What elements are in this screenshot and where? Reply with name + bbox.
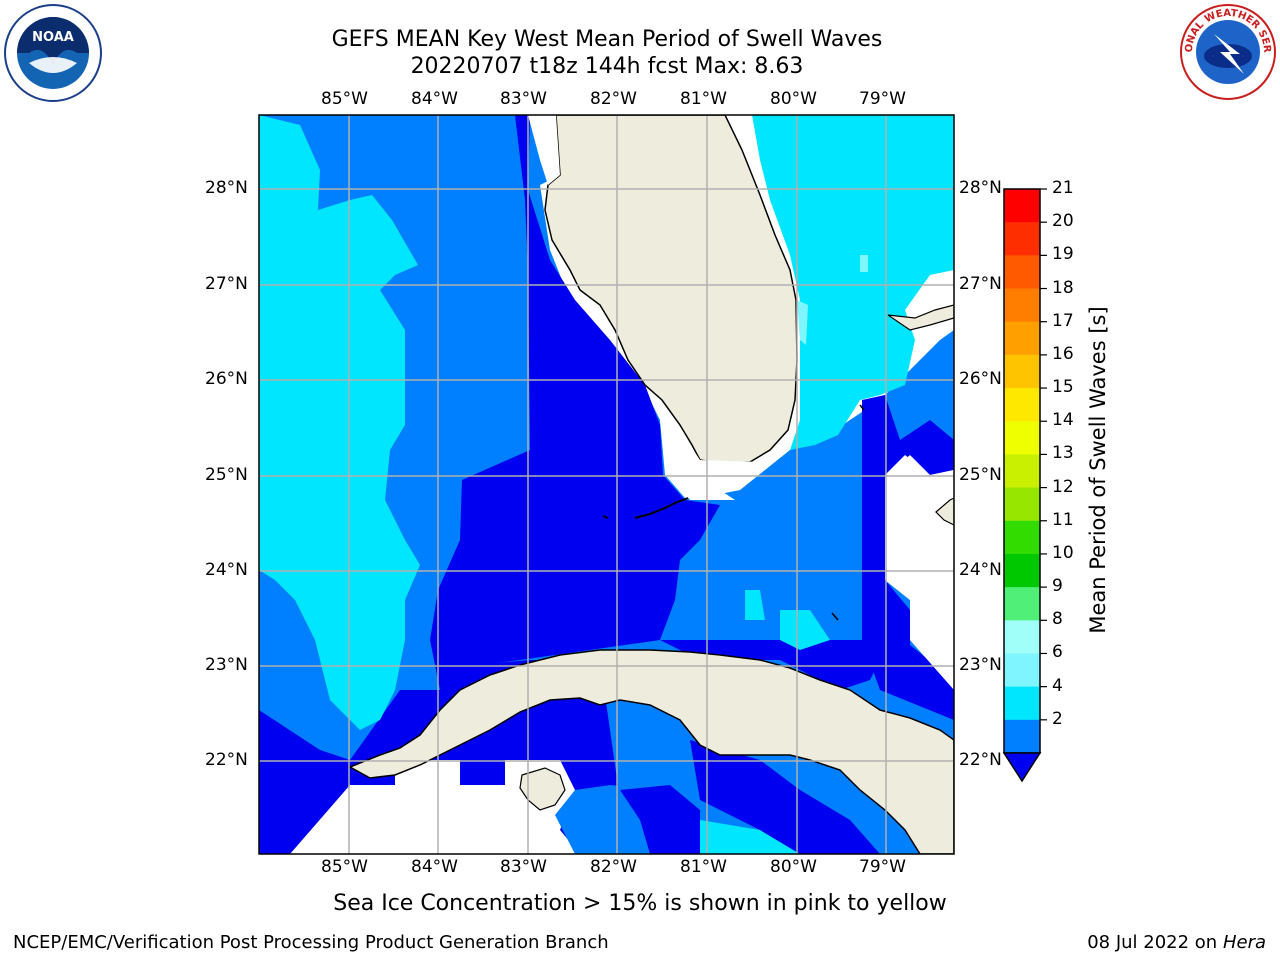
lat-label-left: 28°N bbox=[205, 178, 248, 198]
noaa-logo-text: NOAA bbox=[32, 30, 74, 45]
lon-label-bottom: 80°W bbox=[770, 857, 817, 877]
colorbar-title: Mean Period of Swell Waves [s] bbox=[1086, 306, 1110, 634]
colorbar-segment bbox=[1004, 719, 1040, 754]
lon-label-bottom: 83°W bbox=[500, 857, 547, 877]
colorbar-segment bbox=[1004, 189, 1040, 223]
lat-label-left: 27°N bbox=[205, 274, 248, 294]
lat-label-right: 24°N bbox=[959, 560, 1002, 580]
colorbar-segment bbox=[1004, 255, 1040, 290]
colorbar-tick-label: 12 bbox=[1052, 476, 1074, 497]
colorbar-segment bbox=[1004, 222, 1040, 256]
colorbar-tick-label: 2 bbox=[1052, 708, 1063, 729]
colorbar-tick-label: 16 bbox=[1052, 343, 1074, 364]
lat-label-right: 25°N bbox=[959, 465, 1002, 485]
colorbar-tick-label: 21 bbox=[1052, 178, 1074, 198]
colorbar-tick-label: 11 bbox=[1052, 509, 1074, 530]
sea-ice-caption: Sea Ice Concentration > 15% is shown in … bbox=[333, 891, 947, 916]
chart-title: GEFS MEAN Key West Mean Period of Swell … bbox=[331, 27, 883, 52]
map-frame bbox=[258, 114, 955, 855]
colorbar-tick-label: 19 bbox=[1052, 244, 1074, 265]
lon-label-top: 80°W bbox=[770, 89, 817, 109]
colorbar-tick-label: 8 bbox=[1052, 609, 1063, 630]
lat-label-right: 22°N bbox=[959, 750, 1002, 770]
colorbar-segment bbox=[1004, 454, 1040, 489]
footer-credit: NCEP/EMC/Verification Post Processing Pr… bbox=[13, 932, 609, 953]
lon-label-top: 81°W bbox=[680, 89, 727, 109]
lon-label-top: 82°W bbox=[590, 89, 637, 109]
colorbar-segment bbox=[1004, 354, 1040, 389]
lon-label-bottom: 85°W bbox=[321, 857, 368, 877]
colorbar-segment bbox=[1004, 520, 1040, 555]
colorbar-segment bbox=[1004, 653, 1040, 688]
cuba-land bbox=[348, 649, 954, 854]
colorbar-segment bbox=[1004, 620, 1040, 654]
colorbar-tick-label: 15 bbox=[1052, 377, 1074, 398]
nws-logo: NATIONAL WEATHER SERVICE bbox=[1174, 0, 1278, 102]
colorbar-tick-label: 10 bbox=[1052, 542, 1074, 563]
colorbar-segment bbox=[1004, 587, 1040, 621]
colorbar-tick-label: 17 bbox=[1052, 310, 1074, 331]
lat-label-left: 26°N bbox=[205, 369, 248, 389]
colorbar-tick-label: 13 bbox=[1052, 443, 1074, 464]
colorbar-segment bbox=[1004, 321, 1040, 356]
lat-label-left: 22°N bbox=[205, 750, 248, 770]
map-gridlines bbox=[259, 115, 954, 854]
colorbar-segment bbox=[1004, 553, 1040, 588]
colorbar-tick-label: 9 bbox=[1052, 576, 1063, 597]
footer-date-text: 08 Jul 2022 on bbox=[1087, 932, 1223, 953]
colorbar-segment bbox=[1004, 421, 1040, 455]
colorbar-tick-label: 20 bbox=[1052, 211, 1074, 232]
lat-label-right: 27°N bbox=[959, 274, 1002, 294]
bahamas-land bbox=[887, 304, 954, 331]
lat-label-right: 23°N bbox=[959, 655, 1002, 675]
lon-label-bottom: 82°W bbox=[590, 857, 637, 877]
lat-label-left: 23°N bbox=[205, 655, 248, 675]
colorbar-extend-triangle bbox=[1002, 752, 1042, 783]
florida-land bbox=[544, 115, 798, 464]
florida-keys bbox=[602, 497, 689, 519]
lon-label-bottom: 79°W bbox=[859, 857, 906, 877]
footer-machine: Hera bbox=[1222, 932, 1266, 953]
lon-label-top: 85°W bbox=[321, 89, 368, 109]
footer-date: 08 Jul 2022 on Hera bbox=[1087, 932, 1266, 953]
lon-label-bottom: 84°W bbox=[411, 857, 458, 877]
lat-label-right: 28°N bbox=[959, 178, 1002, 198]
colorbar-tick-label: 6 bbox=[1052, 642, 1063, 663]
lon-label-top: 83°W bbox=[500, 89, 547, 109]
lon-label-top: 79°W bbox=[859, 89, 906, 109]
lon-label-top: 84°W bbox=[411, 89, 458, 109]
lat-label-left: 25°N bbox=[205, 465, 248, 485]
colorbar-segment bbox=[1004, 686, 1040, 721]
swell-zone-6-8-west bbox=[259, 115, 420, 730]
swell-zone-2-4-center bbox=[430, 115, 720, 690]
lat-label-right: 26°N bbox=[959, 369, 1002, 389]
swell-zone-8-9 bbox=[797, 300, 808, 345]
lat-label-left: 24°N bbox=[205, 560, 248, 580]
lon-label-bottom: 81°W bbox=[680, 857, 727, 877]
colorbar-segment bbox=[1004, 487, 1040, 522]
noaa-logo: NOAA bbox=[3, 3, 103, 103]
colorbar bbox=[1002, 188, 1047, 783]
chart-subtitle: 20220707 t18z 144h fcst Max: 8.63 bbox=[410, 54, 804, 79]
colorbar-segment bbox=[1004, 388, 1040, 422]
colorbar-segment bbox=[1004, 288, 1040, 323]
colorbar-tick-label: 4 bbox=[1052, 675, 1063, 696]
swell-zone-6-8-east bbox=[752, 115, 954, 450]
colorbar-tick-label: 18 bbox=[1052, 277, 1074, 298]
colorbar-tick-label: 14 bbox=[1052, 410, 1074, 431]
